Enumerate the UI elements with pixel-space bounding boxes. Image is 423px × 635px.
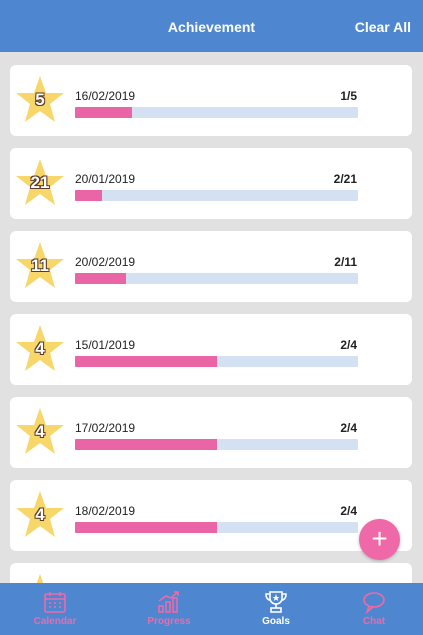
star-badge: 4 xyxy=(15,490,65,540)
achievement-list[interactable]: 5 16/02/2019 1/5 21 20/01/2019 2/21 11 2… xyxy=(0,52,423,583)
progress-bar xyxy=(75,107,358,118)
achievement-card-partial[interactable] xyxy=(10,563,412,583)
progress-bar xyxy=(75,273,358,284)
star-badge: 21 xyxy=(15,158,65,208)
achievement-date: 16/02/2019 xyxy=(75,89,136,103)
goal-number: 21 xyxy=(30,173,50,192)
calendar-icon xyxy=(44,592,66,613)
tab-chat[interactable]: Chat xyxy=(329,583,419,635)
star-badge: 5 xyxy=(15,75,65,125)
tab-goals[interactable]: Goals xyxy=(231,583,321,635)
progress-count: 2/21 xyxy=(333,172,357,186)
progress-fill xyxy=(75,190,102,201)
progress-count: 2/11 xyxy=(334,255,357,269)
goal-number: 5 xyxy=(35,90,45,109)
star-icon xyxy=(36,574,44,583)
bottom-tab-bar: Calendar Progress Goals Chat xyxy=(0,583,423,635)
tab-calendar[interactable]: Calendar xyxy=(10,583,100,635)
progress-fill xyxy=(75,107,132,118)
tab-label: Calendar xyxy=(33,616,77,627)
goal-number: 4 xyxy=(35,339,45,358)
clear-all-button[interactable]: Clear All xyxy=(354,19,411,35)
achievement-date: 20/02/2019 xyxy=(75,255,136,269)
star-icon xyxy=(16,76,64,122)
achievement-date: 20/01/2019 xyxy=(75,172,136,186)
chart-icon xyxy=(158,591,179,613)
goal-number: 4 xyxy=(35,422,45,441)
progress-fill xyxy=(75,356,217,367)
star-badge: 4 xyxy=(15,324,65,374)
progress-fill xyxy=(75,522,217,533)
progress-count: 2/4 xyxy=(340,421,357,435)
progress-count: 1/5 xyxy=(340,89,357,103)
progress-bar xyxy=(75,522,358,533)
progress-count: 2/4 xyxy=(340,338,357,352)
goal-number: 11 xyxy=(31,256,49,275)
achievement-card[interactable]: 4 17/02/2019 2/4 xyxy=(10,397,412,468)
goal-number: 4 xyxy=(35,505,45,524)
achievement-date: 17/02/2019 xyxy=(75,421,136,435)
star-badge: 11 xyxy=(15,241,65,291)
star-icon xyxy=(16,325,64,371)
progress-bar xyxy=(75,439,358,450)
achievement-card[interactable]: 4 15/01/2019 2/4 xyxy=(10,314,412,385)
plus-icon: + xyxy=(371,523,388,554)
achievement-card[interactable]: 21 20/01/2019 2/21 xyxy=(10,148,412,219)
progress-bar xyxy=(75,190,358,201)
achievement-card[interactable]: 5 16/02/2019 1/5 xyxy=(10,65,412,136)
star-icon xyxy=(16,408,64,454)
add-goal-button[interactable]: + xyxy=(359,519,400,560)
achievement-card[interactable]: 11 20/02/2019 2/11 xyxy=(10,231,412,302)
achievement-date: 15/01/2019 xyxy=(75,338,136,352)
progress-fill xyxy=(75,273,127,284)
tab-label: Chat xyxy=(362,616,386,627)
tab-label: Progress xyxy=(147,616,191,627)
star-badge xyxy=(15,573,65,583)
tab-progress[interactable]: Progress xyxy=(124,583,214,635)
progress-bar xyxy=(75,356,358,367)
page-title: Achievement xyxy=(167,19,256,35)
star-icon xyxy=(16,159,64,205)
trophy-icon xyxy=(265,591,287,613)
star-badge: 4 xyxy=(15,407,65,457)
star-icon xyxy=(16,491,64,537)
app-header: Achievement Clear All xyxy=(0,0,423,52)
chat-bubble-icon xyxy=(363,592,385,614)
star-icon xyxy=(16,242,64,288)
progress-count: 2/4 xyxy=(340,504,357,518)
tab-label: Goals xyxy=(262,616,290,627)
progress-fill xyxy=(75,439,217,450)
achievement-card[interactable]: 4 18/02/2019 2/4 xyxy=(10,480,412,551)
achievement-date: 18/02/2019 xyxy=(75,504,136,518)
